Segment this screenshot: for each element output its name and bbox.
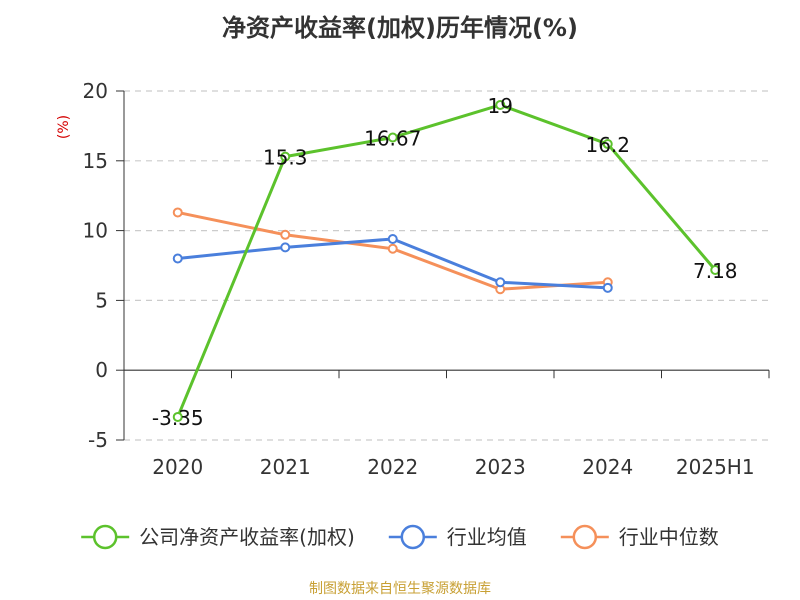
data-labels: -3.35 15.3 16.67 19 16.2 7.18 — [152, 94, 738, 430]
data-point — [280, 242, 291, 253]
series-0 — [172, 99, 721, 422]
x-tick-label: 2021 — [260, 455, 311, 479]
legend-label: 行业中位数 — [619, 525, 719, 549]
data-point — [495, 277, 506, 288]
data-label: -3.35 — [152, 406, 204, 430]
x-tick-label: 2023 — [475, 455, 526, 479]
legend-label: 公司净资产收益率(加权) — [139, 525, 355, 549]
series-1 — [172, 233, 613, 293]
grid-lines — [124, 90, 769, 441]
y-tick-label: -5 — [88, 428, 108, 452]
y-tick-label: 5 — [95, 288, 108, 312]
data-label: 16.2 — [585, 133, 630, 157]
data-point — [495, 99, 506, 110]
legend-item[interactable]: 公司净资产收益率(加权) — [81, 524, 355, 550]
x-tick-label: 2024 — [582, 455, 633, 479]
y-tick-label: 15 — [83, 149, 108, 173]
y-axis-unit-label: (%) — [56, 115, 72, 139]
data-point — [172, 253, 183, 264]
data-point — [280, 229, 291, 240]
legend-item[interactable]: 行业中位数 — [560, 524, 719, 550]
x-tick-label: 2025H1 — [676, 455, 755, 479]
data-point — [172, 207, 183, 218]
data-point — [387, 243, 398, 254]
data-point — [387, 132, 398, 143]
series-layer — [172, 99, 721, 422]
series-line — [176, 103, 717, 418]
legend-circle-icon — [400, 524, 426, 550]
legend-item[interactable]: 行业均值 — [388, 524, 527, 550]
data-label: 7.18 — [693, 259, 738, 283]
legend[interactable]: 公司净资产收益率(加权) 行业均值 行业中位数 — [81, 524, 719, 550]
y-tick-label: 0 — [95, 358, 108, 382]
legend-circle-icon — [572, 524, 598, 550]
data-label: 16.67 — [364, 126, 421, 150]
source-note: 制图数据来自恒生聚源数据库 — [309, 581, 491, 597]
data-label: 15.3 — [263, 146, 308, 170]
data-point — [172, 411, 183, 422]
data-label: 19 — [488, 94, 513, 118]
data-point — [280, 151, 291, 162]
legend-label: 行业均值 — [447, 525, 527, 549]
chart-title: 净资产收益率(加权)历年情况(%) — [222, 14, 578, 42]
x-tick-label: 2020 — [152, 455, 203, 479]
legend-circle-icon — [92, 524, 118, 550]
y-tick-label: 20 — [83, 79, 108, 103]
y-tick-label: 10 — [83, 219, 108, 243]
data-point — [602, 139, 613, 150]
x-tick-label: 2022 — [367, 455, 418, 479]
data-point — [387, 233, 398, 244]
data-point — [602, 282, 613, 293]
data-point — [710, 264, 721, 275]
